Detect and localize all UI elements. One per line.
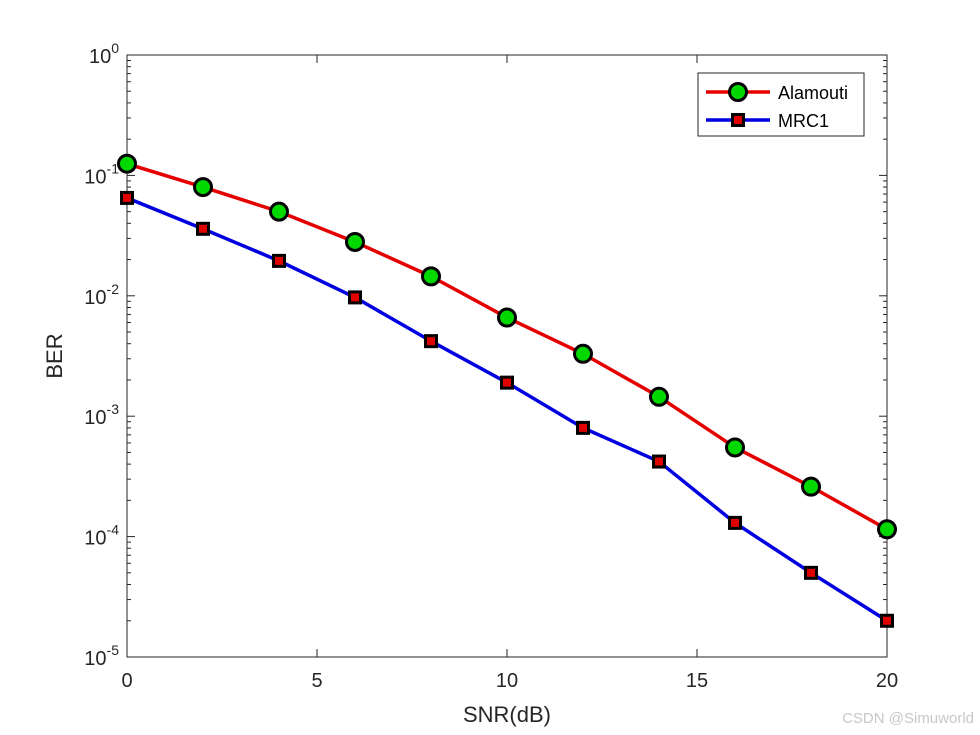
- mrc1-point: [120, 190, 134, 205]
- y-tick-label: 10-2: [84, 281, 119, 309]
- series-alamouti: [117, 153, 897, 540]
- x-tick-label: 20: [876, 670, 898, 692]
- alamouti-point: [877, 519, 897, 540]
- alamouti-point: [117, 153, 137, 174]
- x-tick-label: 0: [121, 670, 132, 692]
- series-mrc1: [120, 190, 894, 628]
- x-tick-label: 15: [686, 670, 708, 692]
- legend-marker-mrc1: [731, 113, 745, 127]
- mrc1-point: [348, 290, 362, 305]
- x-axis-label: SNR(dB): [463, 702, 551, 727]
- y-tick-label: 10-5: [84, 642, 119, 670]
- alamouti-point: [573, 343, 593, 364]
- mrc1-point: [576, 420, 590, 435]
- y-tick-label: 10-4: [84, 522, 119, 550]
- mrc1-point: [196, 221, 210, 236]
- alamouti-point: [421, 266, 441, 287]
- alamouti-point: [649, 386, 669, 407]
- alamouti-point: [269, 201, 289, 222]
- mrc1-point: [652, 454, 666, 469]
- mrc1-point: [880, 613, 894, 628]
- alamouti-point: [801, 476, 821, 497]
- mrc1-point: [500, 375, 514, 390]
- mrc1-point: [728, 515, 742, 530]
- plot-area: [126, 54, 888, 658]
- alamouti-point: [193, 177, 213, 198]
- legend-marker-alamouti: [728, 82, 748, 102]
- mrc1-point: [272, 253, 286, 268]
- x-tick-label: 10: [496, 670, 518, 692]
- alamouti-point: [345, 231, 365, 252]
- watermark-text: CSDN @Simuworld: [842, 710, 974, 727]
- y-tick-label: 10-3: [84, 401, 119, 429]
- y-tick-label: 100: [89, 40, 119, 68]
- legend: Alamouti MRC1: [697, 72, 865, 137]
- legend-label-alamouti: Alamouti: [778, 83, 848, 103]
- legend-box: [697, 72, 865, 137]
- axis-ticks: 0 5 10 15 20 100 10-1 10-2 10-3 10-4 10-5: [84, 40, 898, 692]
- mrc1-point: [424, 334, 438, 349]
- x-tick-label: 5: [311, 670, 322, 692]
- mrc1-point: [804, 565, 818, 580]
- series-layer: [117, 153, 897, 628]
- alamouti-point: [497, 307, 517, 328]
- y-tick-label: 10-1: [84, 160, 119, 188]
- legend-label-mrc1: MRC1: [778, 111, 829, 131]
- y-axis-label: BER: [42, 333, 67, 378]
- alamouti-point: [725, 437, 745, 458]
